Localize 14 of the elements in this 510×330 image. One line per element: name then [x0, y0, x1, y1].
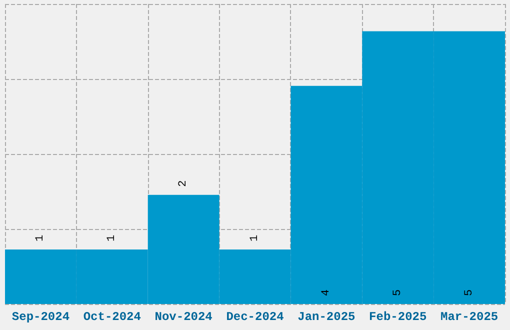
x-tick-label: Oct-2024: [83, 310, 141, 324]
x-tick-label: Nov-2024: [154, 310, 212, 324]
x-tick-label: Mar-2025: [440, 310, 498, 324]
data-label: 1: [34, 234, 47, 242]
data-label: 1: [249, 234, 261, 242]
x-tick-label: Feb-2025: [369, 310, 427, 324]
x-tick-label: Sep-2024: [12, 310, 70, 324]
data-label: 1: [106, 234, 118, 242]
x-tick-label: Dec-2024: [226, 310, 284, 324]
data-label: 4: [320, 289, 332, 296]
x-tick-label: Jan-2025: [298, 310, 356, 324]
data-label: 5: [392, 289, 404, 296]
data-label: 2: [178, 180, 190, 187]
data-label: 5: [463, 289, 476, 296]
